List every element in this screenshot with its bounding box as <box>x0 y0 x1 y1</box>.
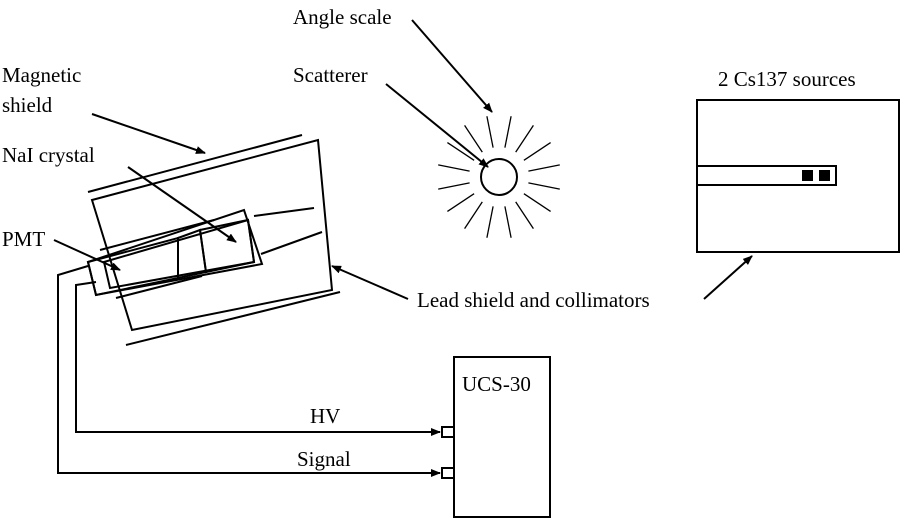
collimator-upper <box>253 207 315 217</box>
magnetic-shield-bottom-line <box>125 291 341 346</box>
angle-scale-tick <box>447 142 475 161</box>
ucs30-analyzer <box>441 356 551 518</box>
magnetic-shield-label-line1: Magnetic <box>2 63 81 87</box>
magnetic-shield-label-line2: shield <box>2 93 53 117</box>
hv-connector <box>441 426 455 438</box>
angle-scale-ticks <box>438 116 560 238</box>
source-pellet-1 <box>802 170 813 181</box>
scatterer-leader <box>385 83 489 168</box>
nai-crystal <box>198 218 256 274</box>
signal-cable <box>57 265 441 477</box>
lead-shield <box>90 138 334 332</box>
source-box-outline <box>696 99 900 253</box>
nai-crystal-label: NaI crystal <box>2 143 95 167</box>
lead-shield-leader-right <box>703 255 753 300</box>
angle-scale-tick <box>464 201 483 229</box>
collimator-lower <box>260 231 323 255</box>
scatterer-label: Scatterer <box>293 63 368 87</box>
angle-scale-tick <box>486 116 494 148</box>
angle-scale-leader <box>411 19 493 113</box>
angle-scale-tick <box>438 182 470 190</box>
angle-scale-tick <box>528 182 560 190</box>
pmt-label: PMT <box>2 227 45 251</box>
hv-cable <box>75 281 441 436</box>
magnetic-shield-leader <box>91 113 206 154</box>
nai-crystal-leader <box>127 166 237 243</box>
angle-scale-tick <box>523 193 551 212</box>
signal-connector <box>441 467 455 479</box>
angle-scale-tick <box>486 206 494 238</box>
magnetic-shield <box>87 134 341 346</box>
sources-label: 2 Cs137 sources <box>718 67 856 91</box>
source-channel <box>696 165 837 186</box>
cs137-sources <box>802 170 830 181</box>
lead-shield-leader-left <box>331 265 409 300</box>
scatterer-circle <box>480 158 518 196</box>
angle-scale-tick <box>438 164 470 172</box>
angle-scale-tick <box>464 125 483 153</box>
ucs30-label: UCS-30 <box>462 372 531 396</box>
detector <box>86 208 264 297</box>
angle-scale-tick <box>515 201 534 229</box>
lead-shield-channel-lower-left <box>115 275 203 299</box>
angle-scale-label: Angle scale <box>293 5 392 29</box>
angle-scale-tick <box>504 116 512 148</box>
angle-scale-tick <box>504 206 512 238</box>
lead-shield-channel-upper-left <box>99 219 215 251</box>
leader-arrows <box>53 19 753 300</box>
pmt <box>86 236 179 297</box>
angle-scale-tick <box>523 142 551 161</box>
scatterer-assembly <box>438 116 560 238</box>
magnetic-shield-top-line <box>87 134 303 193</box>
signal-label: Signal <box>297 447 351 471</box>
angle-scale-tick <box>528 164 560 172</box>
pmt-leader <box>53 239 121 271</box>
cables <box>57 265 441 477</box>
angle-scale-tick <box>515 125 534 153</box>
hv-label: HV <box>310 404 340 428</box>
lead-shield-label: Lead shield and collimators <box>417 288 650 312</box>
lead-shield-outline <box>90 138 334 332</box>
source-pellet-2 <box>819 170 830 181</box>
source-box <box>696 99 900 253</box>
angle-scale-tick <box>447 193 475 212</box>
